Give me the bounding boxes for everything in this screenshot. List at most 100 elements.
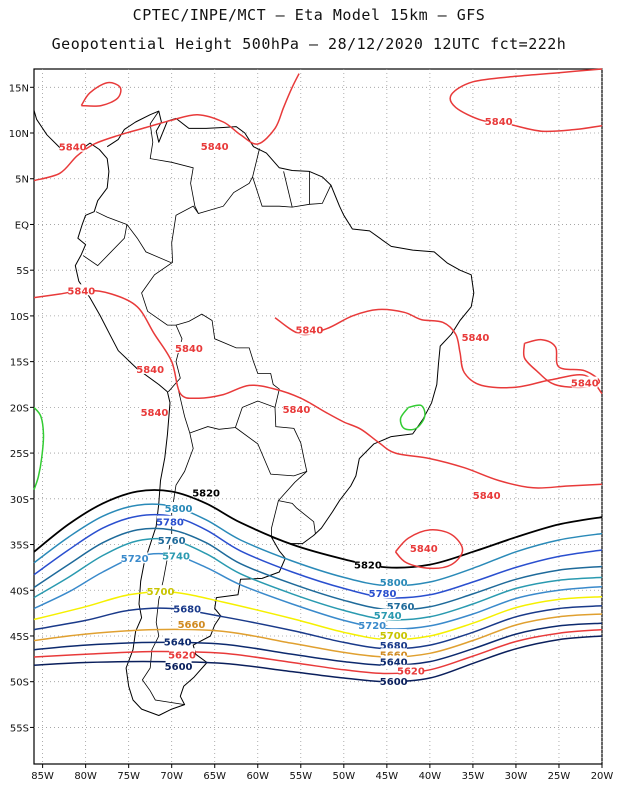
country-border (278, 471, 308, 501)
contour-label-bg (354, 558, 381, 570)
contour-label: 5740 (374, 611, 402, 622)
contour-label: 5780 (156, 518, 184, 529)
contour-5740 (33, 537, 603, 621)
contour-label-bg (147, 585, 174, 597)
contour-label: 5840 (59, 143, 87, 154)
contour-label-bg (174, 602, 201, 614)
contour-label: 5840 (473, 491, 501, 502)
contour-5840 (394, 529, 464, 570)
x-tick-label: 20W (591, 771, 614, 782)
contour-label-bg (571, 376, 598, 388)
contour-5840 (274, 308, 603, 395)
country-border (278, 500, 316, 534)
contour-label-bg (380, 639, 407, 651)
contour-label-bg (164, 635, 191, 647)
contour-label: 5620 (168, 650, 196, 661)
contour-label-bg (380, 648, 407, 660)
contour-5840 (449, 68, 603, 133)
contour-label: 5840 (283, 405, 311, 416)
country-border (141, 432, 194, 705)
contour-label: 5840 (136, 365, 164, 376)
contour-5820 (33, 489, 603, 569)
y-tick-label: 50S (10, 678, 29, 689)
contour-label: 5680 (173, 605, 201, 616)
contour-label: 5800 (165, 504, 193, 515)
contour-label-bg (178, 618, 205, 630)
contour-5600 (33, 635, 603, 683)
contour-label: 5840 (410, 544, 438, 555)
contour-label-bg (165, 501, 192, 513)
contour-5800 (33, 503, 603, 587)
contour-label-bg (410, 542, 437, 554)
contour-label-bg (374, 608, 401, 620)
x-tick-label: 80W (74, 771, 97, 782)
contour-label: 5700 (147, 587, 175, 598)
contour-label: 5840 (485, 117, 513, 128)
contour-label-bg (296, 323, 323, 335)
contour-label-bg (141, 405, 168, 417)
contour-label: 5620 (397, 667, 425, 678)
country-border (283, 171, 293, 208)
y-tick-label: 55S (10, 723, 29, 734)
contour-label-bg (201, 139, 228, 151)
contour-5860 (399, 404, 426, 431)
contour-5840 (33, 289, 603, 489)
country-border (271, 500, 279, 538)
contour-label-bg (163, 549, 189, 561)
contour-label-bg (193, 486, 220, 498)
contour-label: 5720 (358, 621, 386, 632)
contour-label: 5840 (141, 408, 169, 419)
country-border (82, 211, 128, 267)
contour-label: 5820 (192, 488, 220, 499)
y-tick-label: 25S (10, 449, 29, 460)
x-tick-label: 40W (419, 771, 442, 782)
contour-label-bg (387, 599, 414, 611)
contour-label: 5840 (462, 333, 490, 344)
contour-label-bg (359, 619, 386, 630)
contour-label: 5600 (165, 662, 193, 673)
y-tick-label: 5N (15, 175, 29, 186)
contour-5840 (80, 81, 122, 107)
contour-label-bg (156, 515, 183, 527)
country-border (171, 148, 260, 263)
x-tick-label: 30W (505, 771, 528, 782)
contour-5720 (33, 552, 603, 630)
contour-label: 5800 (380, 578, 408, 589)
contour-label: 5720 (121, 554, 149, 565)
y-tick-label: 20S (10, 403, 29, 414)
contour-5780 (33, 513, 603, 599)
x-tick-label: 25W (548, 771, 571, 782)
contour-label-bg (68, 284, 95, 296)
contour-label-bg (121, 552, 148, 564)
contour-label: 5740 (162, 552, 190, 563)
x-tick-label: 75W (117, 771, 140, 782)
contour-label: 5640 (380, 658, 408, 669)
contour-label-bg (59, 140, 86, 152)
contour-label: 5840 (295, 326, 323, 337)
y-tick-label: 45S (10, 632, 29, 643)
contour-5620 (33, 628, 603, 675)
contour-label-bg (169, 648, 196, 660)
contour-label: 5660 (178, 620, 206, 631)
x-tick-label: 35W (462, 771, 485, 782)
contour-5660 (33, 613, 603, 658)
contour-label-bg (165, 660, 192, 672)
contour-label: 5840 (67, 286, 95, 297)
contour-label: 5840 (571, 379, 599, 390)
contour-5760 (33, 527, 603, 611)
x-tick-label: 60W (246, 771, 269, 782)
contour-label: 5680 (380, 641, 408, 652)
y-tick-label: 15N (9, 83, 29, 94)
title-line-1: CPTEC/INPE/MCT – Eta Model 15km – GFS (132, 6, 486, 24)
country-border (126, 224, 183, 393)
y-tick-label: 10S (10, 312, 29, 323)
contour-label: 5700 (380, 631, 408, 642)
x-tick-label: 55W (289, 771, 312, 782)
country-border (149, 110, 199, 214)
y-tick-label: 15S (10, 358, 29, 369)
map-frame (33, 68, 603, 765)
x-tick-label: 45W (376, 771, 399, 782)
contour-label: 5840 (175, 344, 203, 355)
contour-label-bg (369, 586, 396, 598)
contour-label-bg (380, 655, 407, 667)
